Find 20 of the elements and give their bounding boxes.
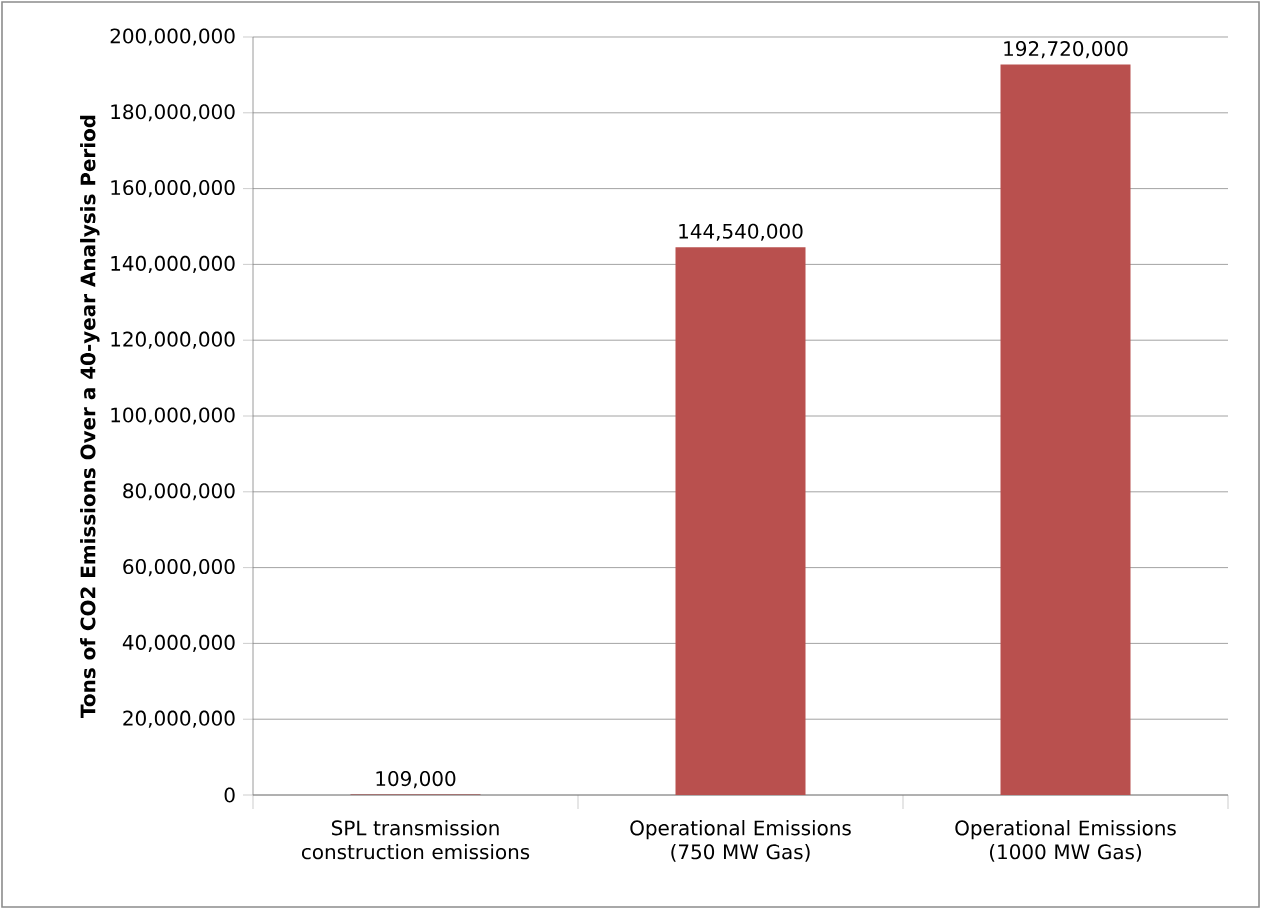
- y-tick-label: 140,000,000: [111, 255, 235, 273]
- x-tick-label: SPL transmission construction emissions: [301, 820, 530, 860]
- y-tick-label: 100,000,000: [111, 407, 235, 425]
- y-tick-label: 80,000,000: [123, 483, 235, 501]
- y-tick-label: 60,000,000: [123, 559, 235, 577]
- y-tick-label: 0: [224, 787, 235, 803]
- data-label: 144,540,000: [679, 223, 803, 241]
- bar: [1000, 64, 1131, 795]
- y-tick-label: 200,000,000: [110, 28, 235, 46]
- data-label: 192,720,000: [1004, 41, 1128, 59]
- y-tick-label: 160,000,000: [111, 180, 235, 198]
- y-tick-label: 180,000,000: [111, 104, 235, 122]
- y-tick-label: 120,000,000: [111, 331, 235, 349]
- y-axis-title: Tons of CO2 Emissions Over a 40-year Analysis Period: [80, 115, 100, 718]
- x-tick-label: Operational Emissions (750 MW Gas): [630, 820, 851, 862]
- y-tick-label: 20,000,000: [123, 710, 235, 728]
- bar: [675, 247, 806, 795]
- data-label: 109,000: [376, 771, 456, 789]
- x-tick-label: Operational Emissions (1000 MW Gas): [955, 820, 1176, 862]
- y-tick-label: 40,000,000: [122, 634, 235, 652]
